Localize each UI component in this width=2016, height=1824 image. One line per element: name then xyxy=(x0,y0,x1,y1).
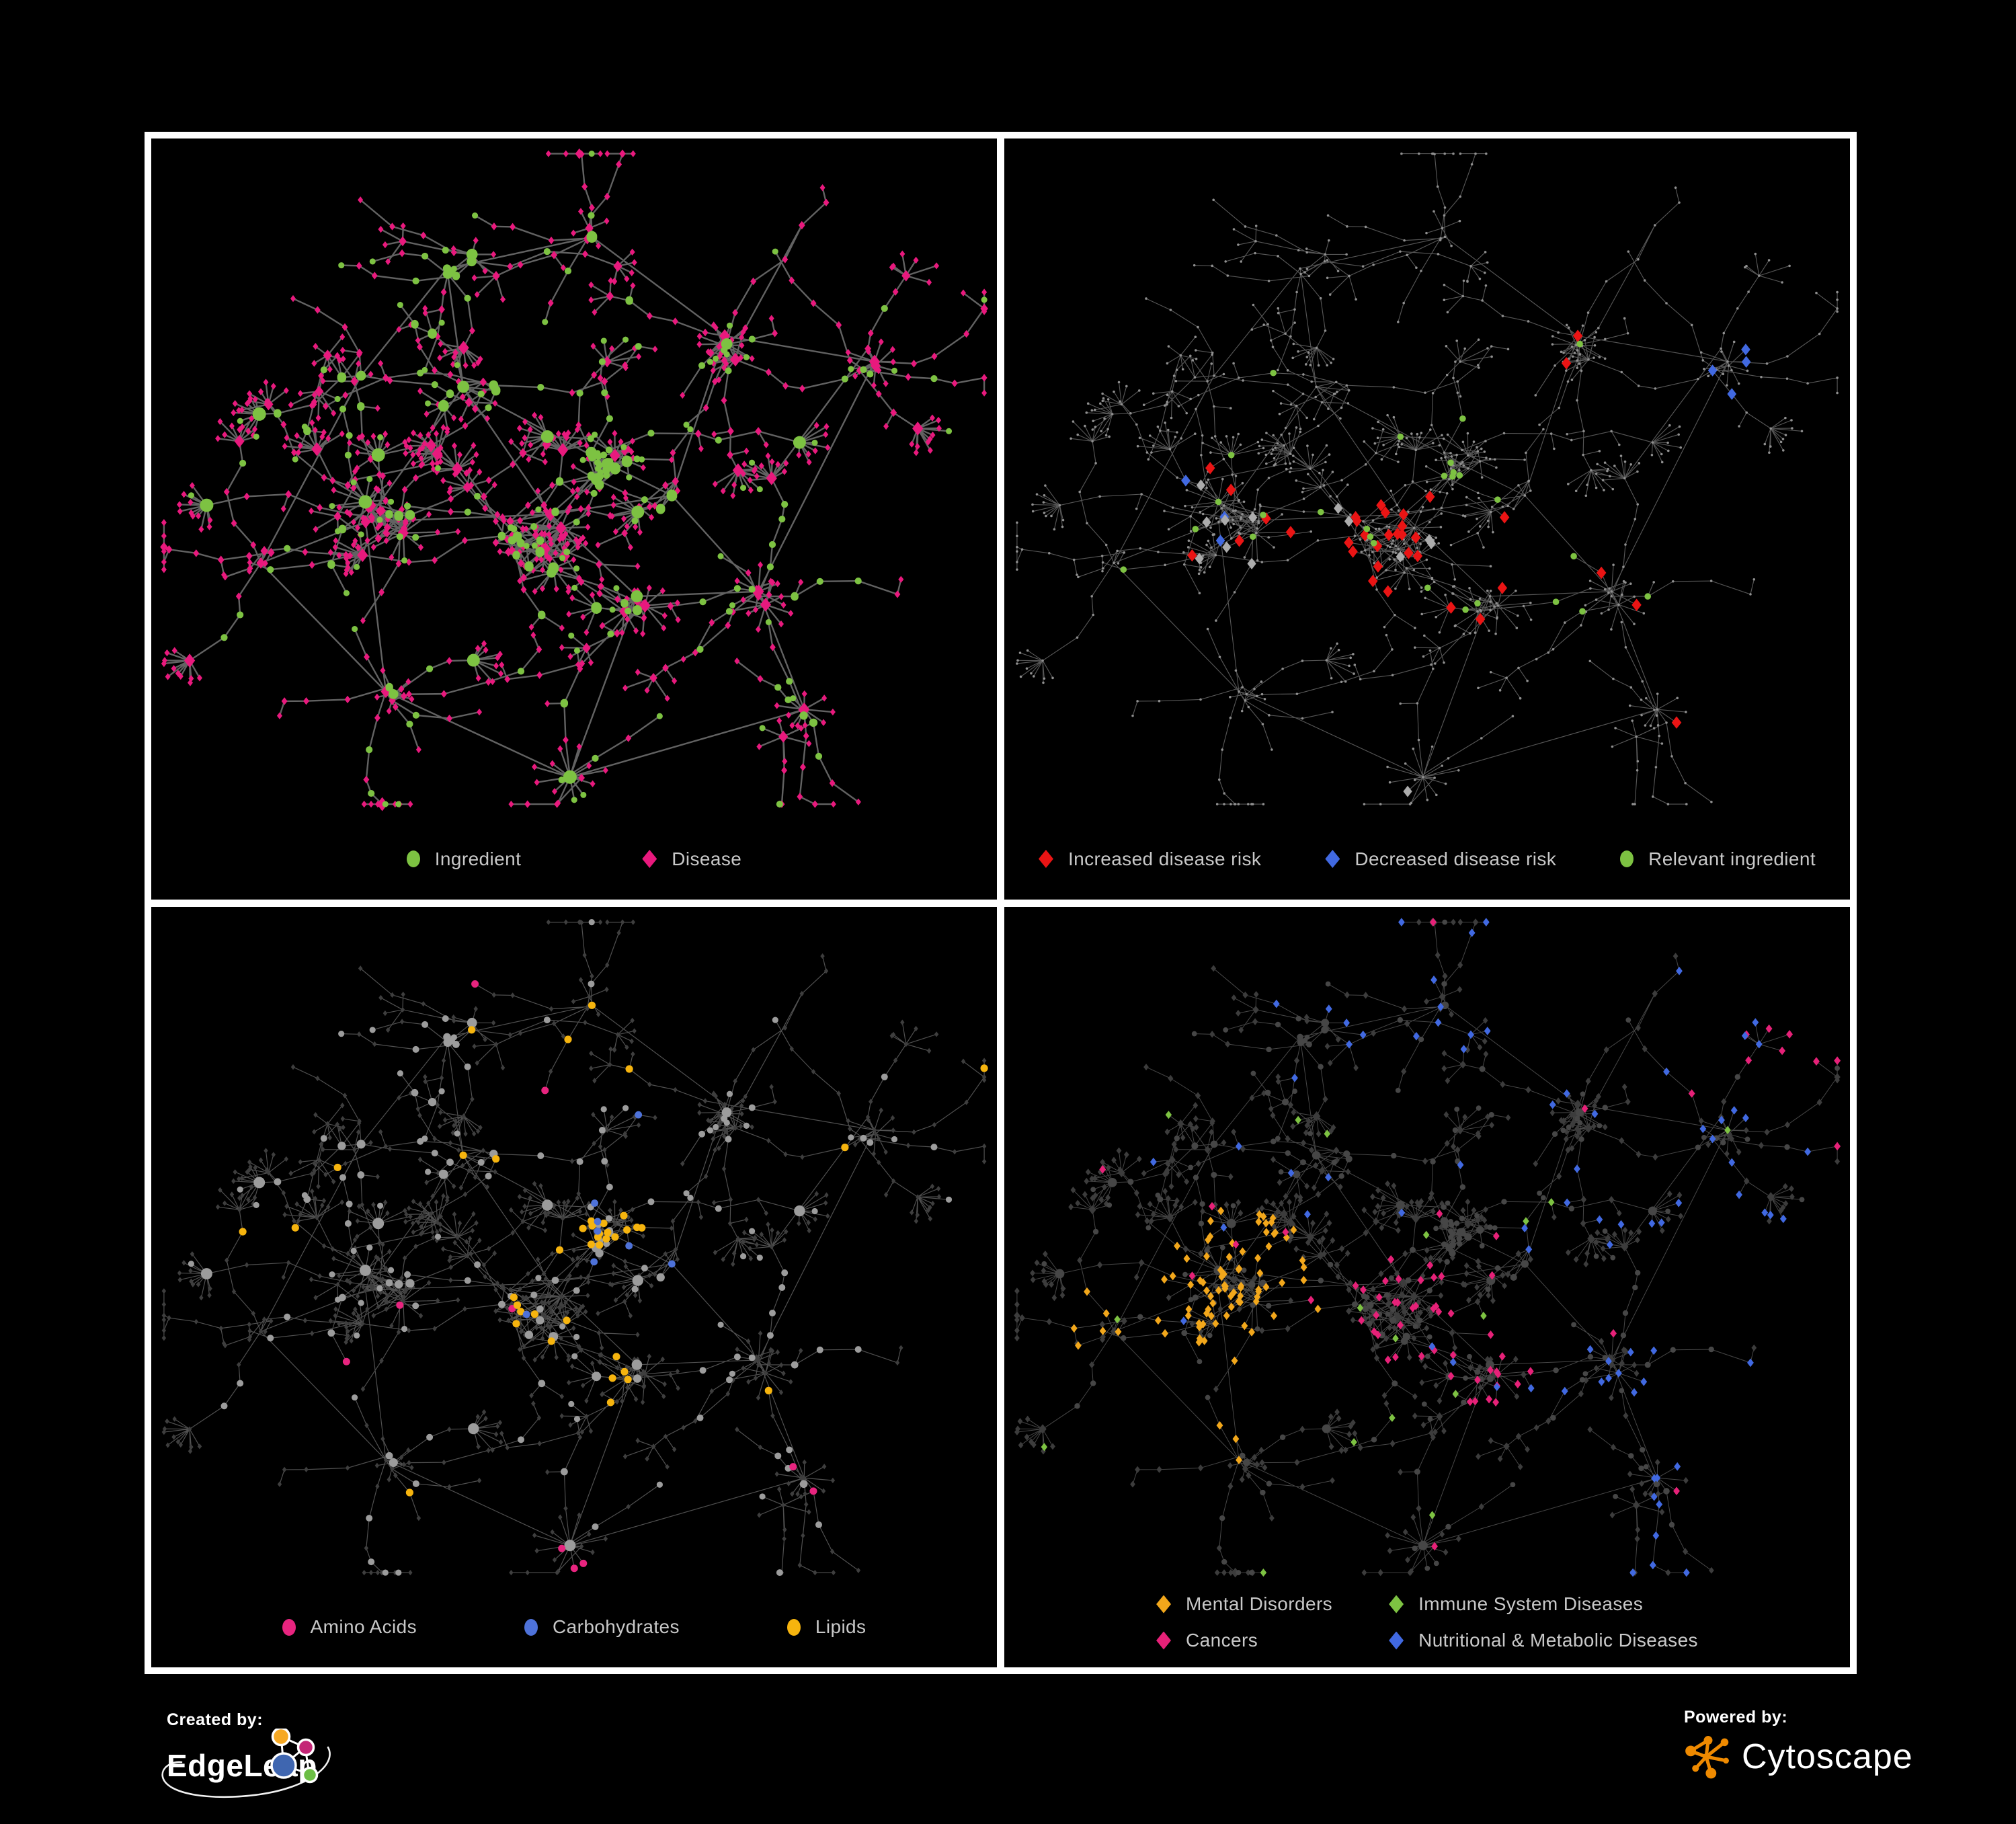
legend-label: Relevant ingredient xyxy=(1648,848,1816,869)
diamond-marker xyxy=(1156,1631,1172,1650)
edgeleap-network-icon xyxy=(270,1729,319,1784)
legend-item-immune-system-diseases: Immune System Diseases xyxy=(1389,1593,1643,1615)
diamond-marker xyxy=(1389,1631,1404,1650)
legend-item-disease: Disease xyxy=(642,848,741,870)
legend-label: Mental Disorders xyxy=(1186,1593,1333,1614)
powered-by-label: Powered by: xyxy=(1684,1708,1788,1727)
legend-item-amino-acids: Amino Acids xyxy=(282,1616,417,1638)
circle-marker xyxy=(787,1618,801,1636)
legend-label: Lipids xyxy=(815,1616,866,1637)
legend-nutrient-classes: Amino Acids Carbohydrates Lipids xyxy=(151,1616,997,1638)
cytoscape-brand: Cytoscape xyxy=(1742,1737,1913,1776)
figure-grid: Ingredient Disease Increased disease risk… xyxy=(145,132,1857,1674)
legend-item-increased-disease-risk: Increased disease risk xyxy=(1038,848,1262,870)
panel-disease-categories: Mental Disorders Immune System Diseases Ca… xyxy=(1004,906,1850,1667)
legend-item-nutritional-metabolic-diseases: Nutritional & Metabolic Diseases xyxy=(1389,1630,1698,1651)
legend-label: Increased disease risk xyxy=(1067,848,1262,869)
legend-disease-categories: Mental Disorders Immune System Diseases Ca… xyxy=(1004,1593,1850,1651)
diamond-marker xyxy=(1156,1595,1172,1614)
network-canvas-nutrient-classes xyxy=(161,918,988,1576)
legend-label: Disease xyxy=(672,848,742,869)
cytoscape-credit: Powered by: Cytoscape xyxy=(1684,1708,1913,1781)
legend-label: Carbohydrates xyxy=(553,1616,680,1637)
panel-nutrient-classes: Amino Acids Carbohydrates Lipids xyxy=(151,906,997,1667)
created-by-label: Created by: xyxy=(167,1710,264,1729)
legend-label: Amino Acids xyxy=(310,1616,417,1637)
network-canvas-disease-risk xyxy=(1016,152,1839,805)
legend-item-lipids: Lipids xyxy=(787,1616,866,1638)
diamond-marker xyxy=(1038,850,1053,868)
diamond-marker xyxy=(642,850,657,868)
edgeleap-credit: Created by: EdgeLeap xyxy=(161,1710,503,1824)
legend-item-carbohydrates: Carbohydrates xyxy=(524,1616,680,1638)
legend-label: Decreased disease risk xyxy=(1355,848,1557,869)
diamond-marker xyxy=(1389,1595,1404,1614)
legend-label: Ingredient xyxy=(434,848,522,869)
legend-disease-risk: Increased disease risk Decreased disease … xyxy=(1004,848,1850,870)
legend-item-mental-disorders: Mental Disorders xyxy=(1156,1593,1332,1615)
circle-marker xyxy=(282,1618,296,1636)
panel-disease-risk: Increased disease risk Decreased disease … xyxy=(1004,138,1850,900)
circle-marker xyxy=(1620,850,1634,867)
network-canvas-disease-categories xyxy=(1014,917,1841,1577)
edgeleap-logo: EdgeLeap xyxy=(161,1729,503,1824)
legend-item-ingredient: Ingredient xyxy=(406,848,522,870)
legend-label: Nutritional & Metabolic Diseases xyxy=(1418,1630,1698,1651)
legend-item-decreased-disease-risk: Decreased disease risk xyxy=(1325,848,1556,870)
network-canvas-ingredient-disease xyxy=(160,148,988,811)
circle-marker xyxy=(524,1618,538,1636)
diamond-marker xyxy=(1325,850,1340,868)
legend-item-cancers: Cancers xyxy=(1156,1630,1258,1651)
legend-ingredient-disease: Ingredient Disease xyxy=(151,848,997,870)
circle-marker xyxy=(406,850,420,867)
legend-label: Immune System Diseases xyxy=(1418,1593,1644,1614)
legend-label: Cancers xyxy=(1186,1630,1258,1651)
legend-item-relevant-ingredient: Relevant ingredient xyxy=(1620,848,1816,870)
panel-ingredient-disease: Ingredient Disease xyxy=(151,138,997,900)
cytoscape-logo-icon xyxy=(1685,1736,1729,1779)
